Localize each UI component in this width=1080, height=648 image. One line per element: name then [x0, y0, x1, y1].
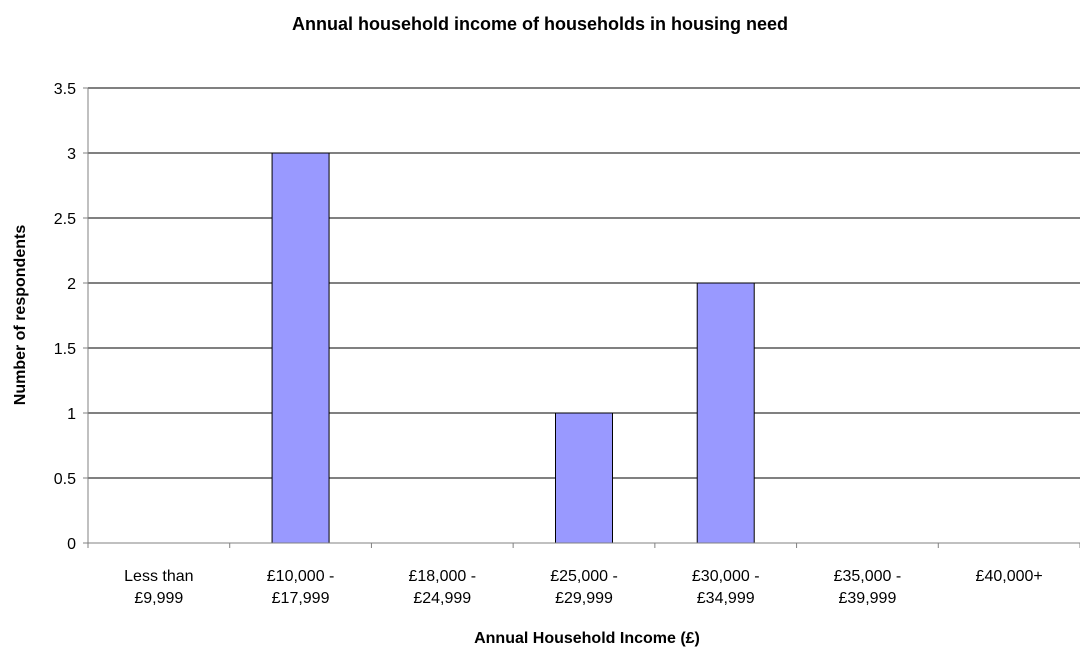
y-tick-label: 2.5 — [54, 211, 76, 228]
chart-title: Annual household income of households in… — [292, 14, 788, 34]
x-tick-label-line: £17,999 — [272, 590, 330, 607]
x-tick-label: £10,000 - £17,999 — [267, 568, 335, 607]
x-tick-label-line: £30,000 - — [692, 568, 760, 585]
x-tick-label: £35,000 - £39,999 — [834, 568, 902, 607]
x-tick-label-line: £9,999 — [134, 590, 183, 607]
axes — [83, 87, 1080, 548]
x-tick-label-line: £10,000 - — [267, 568, 335, 585]
x-tick-label-line: £39,999 — [839, 590, 897, 607]
bar — [696, 282, 755, 544]
gridlines — [88, 87, 1080, 479]
x-tick-label-line: £25,000 - — [550, 568, 618, 585]
y-axis-title: Number of respondents — [12, 225, 29, 406]
x-tick-label-line: £34,999 — [697, 590, 755, 607]
x-tick-label: £25,000 - £29,999 — [550, 568, 618, 607]
x-tick-label-line: £29,999 — [555, 590, 613, 607]
y-tick-labels: 0 0.5 1 1.5 2 2.5 3 3.5 — [54, 81, 76, 553]
y-tick-label: 2 — [67, 276, 76, 293]
y-tick-label: 0 — [67, 536, 76, 553]
x-tick-label: Less than £9,999 — [124, 568, 193, 607]
x-tick-label: £30,000 - £34,999 — [692, 568, 760, 607]
y-tick-label: 1.5 — [54, 341, 76, 358]
y-tick-label: 0.5 — [54, 471, 76, 488]
y-tick-label: 3 — [67, 146, 76, 163]
x-tick-label-line: £35,000 - — [834, 568, 902, 585]
x-tick-label-line: £24,999 — [413, 590, 471, 607]
x-axis-title: Annual Household Income (£) — [474, 630, 700, 647]
y-tick-label: 3.5 — [54, 81, 76, 98]
x-tick-label: £40,000+ — [976, 568, 1043, 585]
x-tick-label-line: Less than — [124, 568, 193, 585]
x-tick-label-line: £18,000 - — [408, 568, 476, 585]
bar — [555, 412, 613, 544]
x-tick-label: £18,000 - £24,999 — [408, 568, 476, 607]
x-tick-label-line: £40,000+ — [976, 568, 1043, 585]
x-tick-labels: Less than £9,999 £10,000 - £17,999 £18,000 -… — [124, 568, 1043, 607]
bar — [271, 152, 330, 544]
y-tick-label: 1 — [67, 406, 76, 423]
